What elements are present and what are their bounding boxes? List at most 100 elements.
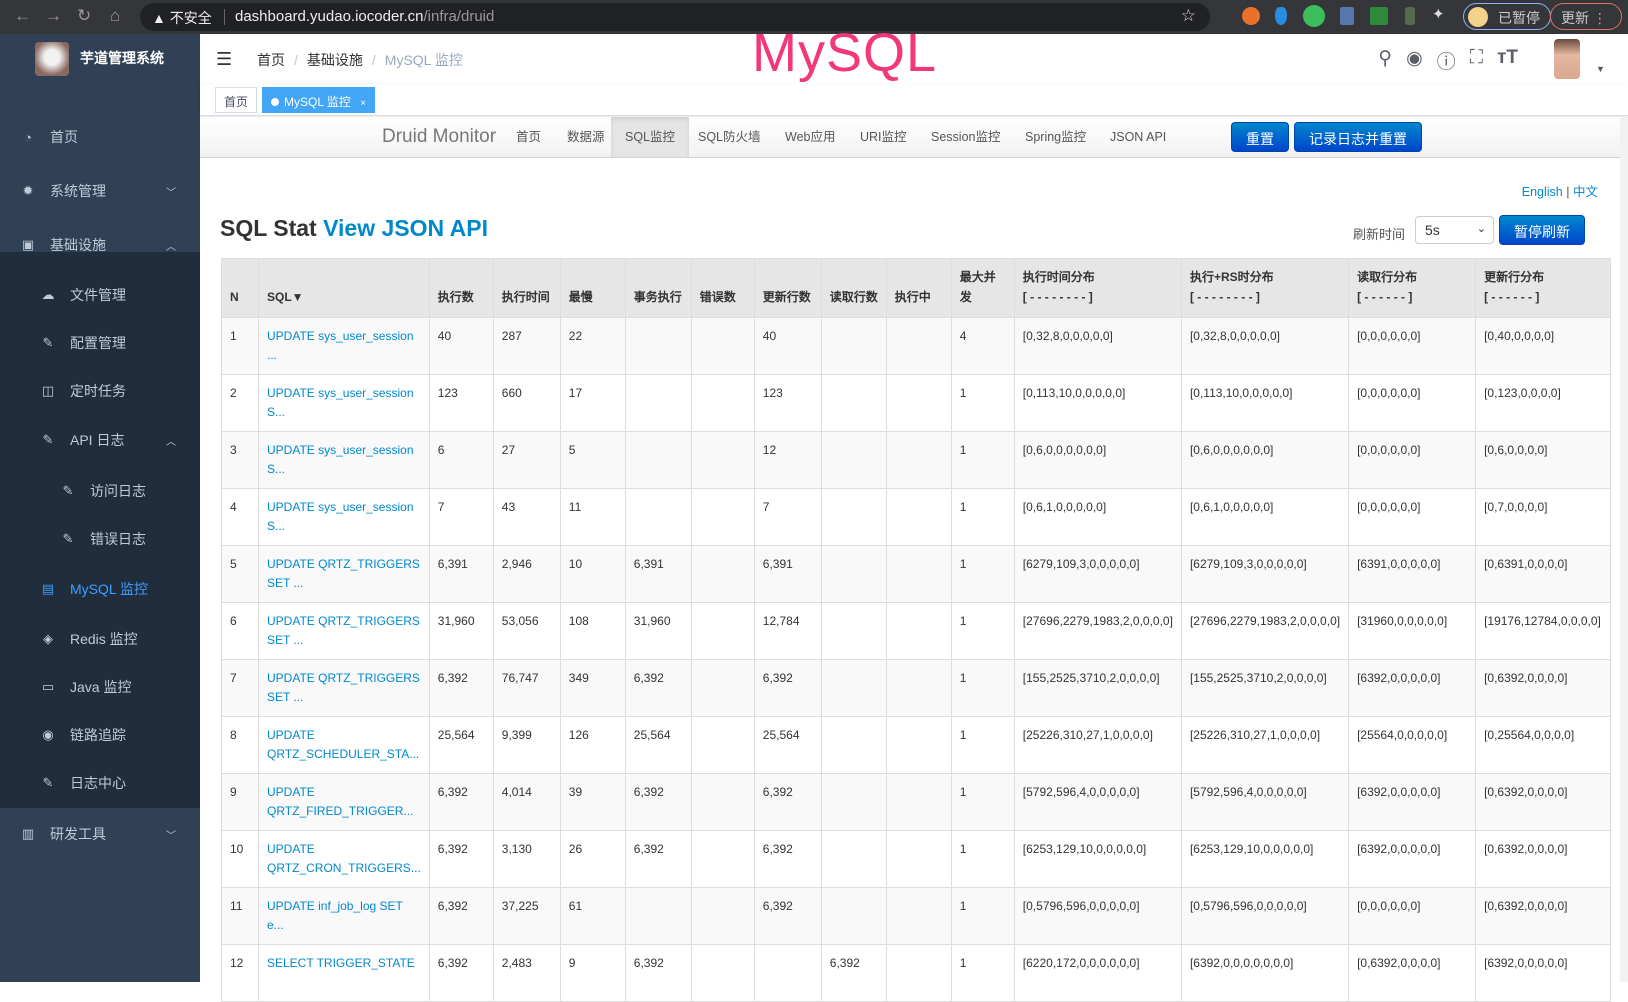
table-cell: 287: [492, 317, 561, 375]
bookmark-star-icon[interactable]: ☆: [1180, 6, 1196, 25]
close-icon[interactable]: ×: [360, 98, 367, 109]
extension-icon[interactable]: [1370, 7, 1388, 25]
sidebar-item[interactable]: ▣ 基础设施 ︿: [0, 220, 200, 270]
table-cell: [19176,12784,0,0,0,0]: [1475, 602, 1611, 660]
search-icon[interactable]: ⚲: [1378, 48, 1393, 69]
caret-down-icon[interactable]: ▼: [1596, 64, 1605, 74]
extension-icon[interactable]: [1340, 7, 1354, 25]
sidebar-item[interactable]: ☁ 文件管理: [0, 270, 200, 320]
sidebar-item[interactable]: ▤ MySQL 监控: [0, 564, 200, 614]
table-cell: [820, 659, 887, 717]
table-cell: [0,6392,0,0,0,0]: [1475, 773, 1611, 831]
druid-nav-item[interactable]: 数据源: [567, 130, 605, 144]
extension-icon[interactable]: [1242, 7, 1260, 25]
sidebar-item-label: 定时任务: [70, 383, 126, 399]
puzzle-icon[interactable]: ✦: [1432, 6, 1445, 23]
lang-english[interactable]: English: [1521, 185, 1563, 199]
pause-refresh-button[interactable]: 暂停刷新: [1499, 215, 1585, 245]
log-icon: ✎: [42, 775, 54, 790]
view-json-api-link[interactable]: View JSON API: [323, 215, 489, 241]
refresh-interval-select[interactable]: 5s ⌄: [1415, 216, 1494, 244]
table-cell: [624, 887, 692, 945]
sql-link[interactable]: UPDATE sys_user_session S...: [267, 500, 414, 533]
extension-icon[interactable]: [1303, 5, 1325, 27]
sidebar-item[interactable]: ◫ 定时任务: [0, 366, 200, 416]
avatar[interactable]: [1554, 39, 1580, 79]
column-header: 执行+RS时分布 [ - - - - - - - - ]: [1180, 258, 1349, 318]
druid-nav-item[interactable]: Session监控: [931, 130, 1001, 144]
sql-cell: UPDATE QRTZ_TRIGGERS SET ...: [258, 602, 430, 660]
sql-link[interactable]: SELECT TRIGGER_STATE: [267, 956, 415, 970]
breadcrumb-item[interactable]: 首页: [257, 52, 285, 68]
hamburger-icon[interactable]: ☰: [216, 49, 233, 69]
sql-link[interactable]: UPDATE QRTZ_CRON_TRIGGERS...: [267, 842, 421, 875]
fullscreen-icon[interactable]: ⛶: [1469, 47, 1484, 68]
sidebar-item[interactable]: ◔ 首页: [0, 112, 200, 162]
github-icon[interactable]: ◉: [1406, 48, 1423, 69]
sidebar-item[interactable]: ▥ 研发工具 ﹀: [0, 809, 200, 859]
druid-nav-item[interactable]: Web应用: [785, 130, 836, 144]
sidebar-item[interactable]: ◉ 链路追踪: [0, 710, 200, 760]
profile-button[interactable]: 已暂停: [1463, 3, 1551, 30]
sql-link[interactable]: UPDATE sys_user_session ...: [267, 329, 414, 362]
sidebar-item[interactable]: ✎ 配置管理: [0, 318, 200, 368]
refresh-label: 刷新时间: [1353, 227, 1406, 242]
back-icon[interactable]: ←: [14, 6, 31, 25]
reload-icon[interactable]: ↻: [77, 6, 92, 25]
druid-brand[interactable]: Druid Monitor: [382, 126, 497, 147]
druid-nav-item[interactable]: 首页: [516, 130, 542, 144]
table-cell: 6,392: [753, 887, 822, 945]
table-cell: [0,25564,0,0,0,0]: [1475, 716, 1611, 774]
url-host: dashboard.yudao.iocoder.cn: [235, 8, 424, 25]
breadcrumb-item[interactable]: 基础设施: [306, 52, 363, 68]
sidebar-item[interactable]: ✎ 访问日志: [0, 466, 200, 516]
extension-icon[interactable]: [1275, 7, 1287, 25]
sql-link[interactable]: UPDATE QRTZ_TRIGGERS SET ...: [267, 671, 420, 704]
sidebar-item[interactable]: ✹ 系统管理 ﹀: [0, 166, 200, 216]
home-icon[interactable]: ⌂: [110, 6, 121, 25]
log-icon: ✎: [62, 483, 74, 498]
table-cell: [5792,596,4,0,0,0,0,0]: [1013, 773, 1182, 831]
druid-nav-item[interactable]: JSON API: [1110, 130, 1167, 144]
update-button[interactable]: 更新 ⋮: [1550, 3, 1622, 30]
sql-link[interactable]: UPDATE QRTZ_TRIGGERS SET ...: [267, 557, 420, 590]
scrollbar[interactable]: [1620, 117, 1628, 982]
forward-icon[interactable]: →: [45, 6, 62, 25]
druid-nav-item[interactable]: Spring监控: [1025, 130, 1087, 144]
sql-link[interactable]: UPDATE QRTZ_TRIGGERS SET ...: [267, 614, 420, 647]
security-warning[interactable]: ▲ 不安全: [152, 10, 212, 26]
sidebar-item[interactable]: ◈ Redis 监控: [0, 614, 200, 664]
active-dot: [271, 98, 279, 106]
tag-mysql[interactable]: MySQL 监控 ×: [262, 87, 376, 113]
address-bar[interactable]: ▲ 不安全 dashboard.yudao.iocoder.cn/infra/d…: [140, 3, 1210, 31]
sql-link[interactable]: UPDATE inf_job_log SET e...: [267, 899, 403, 932]
tag-home[interactable]: 首页: [215, 87, 258, 113]
table-cell: [885, 887, 952, 945]
extension-icon[interactable]: [1405, 7, 1415, 25]
sql-link[interactable]: UPDATE QRTZ_SCHEDULER_STA...: [267, 728, 420, 761]
druid-nav-item[interactable]: SQL防火墙: [698, 130, 761, 144]
table-cell: [820, 602, 887, 660]
font-size-icon[interactable]: тT: [1497, 47, 1518, 68]
brand-title: 芋道管理系统: [80, 50, 164, 66]
table-row: 2 UPDATE sys_user_session S... 123 660 17 123…: [221, 374, 1611, 432]
column-header[interactable]: SQL▼: [258, 258, 430, 318]
sidebar-item[interactable]: ✎ API 日志 ︿: [0, 415, 200, 465]
sql-link[interactable]: UPDATE sys_user_session S...: [267, 386, 414, 419]
sql-link[interactable]: UPDATE QRTZ_FIRED_TRIGGER...: [267, 785, 414, 818]
sql-cell: UPDATE sys_user_session S...: [258, 374, 430, 432]
sidebar-item[interactable]: ▭ Java 监控: [0, 662, 200, 712]
help-icon[interactable]: ⓘ: [1436, 52, 1456, 73]
table-cell: [0,6,0,0,0,0,0,0]: [1013, 431, 1182, 489]
reset-button[interactable]: 重置: [1231, 122, 1289, 152]
table-cell: [25226,310,27,1,0,0,0,0]: [1180, 716, 1349, 774]
druid-nav-item[interactable]: URI监控: [860, 130, 907, 144]
lang-chinese[interactable]: 中文: [1572, 185, 1598, 199]
sql-link[interactable]: UPDATE sys_user_session S...: [267, 443, 414, 476]
sidebar-item[interactable]: ✎ 日志中心: [0, 758, 200, 808]
table-cell: 12,784: [753, 602, 822, 660]
chevron-down-icon: ﹀: [166, 187, 176, 199]
druid-nav-item[interactable]: SQL监控: [611, 117, 690, 157]
log-and-reset-button[interactable]: 记录日志并重置: [1294, 122, 1422, 152]
sidebar-item[interactable]: ✎ 错误日志: [0, 514, 200, 564]
